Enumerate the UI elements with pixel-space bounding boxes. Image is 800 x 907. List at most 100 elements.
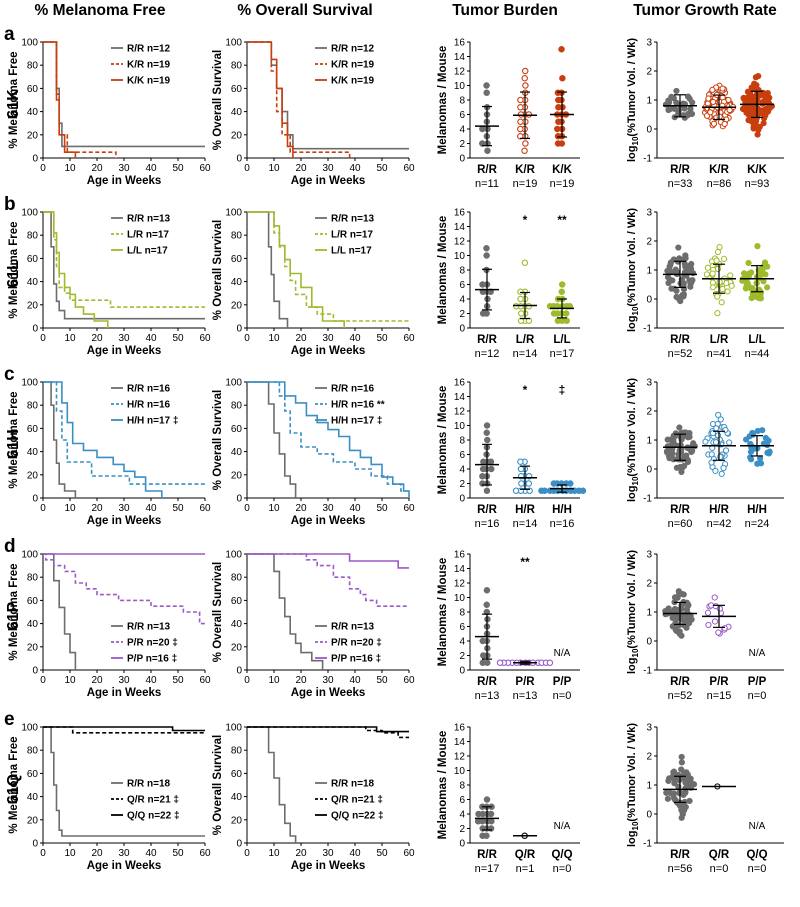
x-tick-label: 20: [91, 163, 103, 174]
group-n: n=13: [475, 690, 500, 702]
y-tick-label: 0: [459, 154, 465, 165]
growth-point: [716, 278, 723, 286]
legend-entry: P/P n=16 ‡: [127, 654, 177, 665]
group-n: n=60: [668, 518, 693, 530]
group-n: n=44: [745, 348, 770, 360]
x-axis-label: Age in Weeks: [291, 175, 366, 187]
x-tick-label: 0: [40, 848, 46, 859]
growth-point: [703, 271, 711, 278]
burden-point: [550, 480, 558, 487]
x-tick-label: 10: [268, 848, 280, 859]
y-tick-label: 2: [459, 479, 465, 490]
y-axis-label: % Overall Survival: [212, 735, 224, 835]
y-tick-label: 0: [236, 839, 242, 850]
y-tick-label: 100: [225, 38, 242, 49]
y-tick-label: 60: [231, 254, 243, 265]
x-tick-label: 30: [118, 163, 130, 174]
tumor-burden-plot: 0 2 4 6 8 10 12 14 16 Melanomas / Mouse R/R n=13 P/R…: [437, 550, 580, 702]
km-series-line: [43, 381, 77, 498]
x-tick-label: 10: [64, 848, 76, 859]
x-tick-label: 0: [40, 503, 46, 514]
burden-point: [483, 82, 490, 89]
y-tick-label: 40: [27, 277, 39, 288]
y-tick-label: 20: [27, 130, 39, 141]
significance-marker: ‡: [559, 383, 566, 397]
y-axis-label: log10(%Tumor Vol. / Wk): [626, 378, 640, 502]
y-tick-label: 40: [27, 619, 39, 630]
y-axis-label: % Overall Survival: [212, 220, 224, 320]
y-axis-label-log: log: [626, 831, 638, 848]
burden-point: [555, 96, 562, 104]
group-n: n=33: [668, 178, 693, 190]
growth-point: [673, 87, 680, 95]
group-label: H/H: [747, 504, 767, 516]
burden-point: [558, 45, 565, 53]
growth-point: [749, 108, 756, 115]
growth-point: [712, 439, 720, 446]
y-tick-label: 20: [27, 470, 39, 481]
x-tick-label: 20: [295, 848, 307, 859]
legend-entry: K/K n=19: [127, 76, 171, 87]
y-axis-label-subscript: 10: [631, 306, 640, 315]
km-series-line: [247, 553, 324, 670]
group-label: Q/R: [709, 849, 730, 861]
growth-point: [686, 95, 693, 102]
x-tick-label: 40: [349, 163, 361, 174]
y-tick-label: 0: [459, 324, 465, 335]
growth-point: [675, 244, 682, 251]
y-tick-label: 100: [225, 723, 242, 734]
burden-point: [559, 75, 566, 82]
growth-point: [709, 284, 716, 291]
group-label: L/L: [553, 334, 570, 346]
y-tick-label: 6: [459, 622, 465, 633]
km-series-line: [43, 41, 77, 158]
burden-point: [517, 288, 524, 295]
y-tick-label: 60: [27, 254, 39, 265]
km-free-plot: 0 20 40 60 80 100 0 10 20 30 40 50 60 Age in Weeks % M…: [8, 38, 211, 188]
row-label: 61L: [5, 260, 22, 288]
burden-point: [483, 586, 491, 594]
x-axis-label: Age in Weeks: [87, 175, 162, 187]
y-tick-label: 60: [27, 769, 39, 780]
significance-marker: *: [523, 213, 528, 227]
burden-point: [517, 125, 524, 133]
y-tick-label: 8: [459, 96, 465, 107]
growth-point: [686, 262, 694, 269]
column-title: % Overall Survival: [237, 2, 372, 19]
y-tick-label: 3: [646, 38, 652, 49]
group-label: R/R: [477, 504, 498, 516]
growth-point: [765, 437, 772, 444]
x-tick-label: 20: [295, 675, 307, 686]
growth-point: [673, 293, 680, 301]
growth-point: [682, 255, 689, 262]
burden-point: [567, 480, 574, 487]
y-tick-label: 1: [646, 266, 652, 277]
y-axis-label-subscript: 10: [631, 136, 640, 145]
y-tick-label: 3: [646, 723, 652, 734]
growth-point: [721, 625, 728, 632]
y-axis-label-units: (%Tumor Vol. / Wk): [626, 38, 638, 137]
km-series-line: [43, 726, 205, 732]
burden-point: [522, 82, 529, 89]
growth-point: [714, 265, 722, 273]
tumor-growth-plot: -1 0 1 2 3 log10(%Tumor Vol. / Wk) R/R n=52 P/R n…: [626, 550, 784, 702]
y-axis-label-units: (%Tumor Vol. / Wk): [626, 378, 638, 477]
tumor-growth-plot: -1 0 1 2 3 log10(%Tumor Vol. / Wk) R/R n=56 Q/R n…: [626, 723, 784, 875]
growth-point: [754, 131, 761, 138]
group-n: n=0: [748, 863, 767, 875]
group-n: n=15: [707, 690, 732, 702]
legend-entry: Q/Q n=22 ‡: [331, 811, 384, 822]
group-n: n=24: [745, 518, 770, 530]
legend-entry: R/R n=12: [331, 44, 375, 55]
legend-entry: R/R n=13: [331, 214, 375, 225]
growth-point: [666, 455, 673, 462]
x-tick-label: 30: [118, 333, 130, 344]
burden-point: [484, 436, 491, 444]
growth-point: [666, 789, 674, 797]
y-tick-label: 8: [459, 436, 465, 447]
group-label: R/R: [670, 334, 691, 346]
burden-point: [488, 817, 495, 825]
growth-point: [751, 80, 758, 87]
growth-point: [720, 255, 728, 262]
burden-point: [554, 317, 562, 324]
